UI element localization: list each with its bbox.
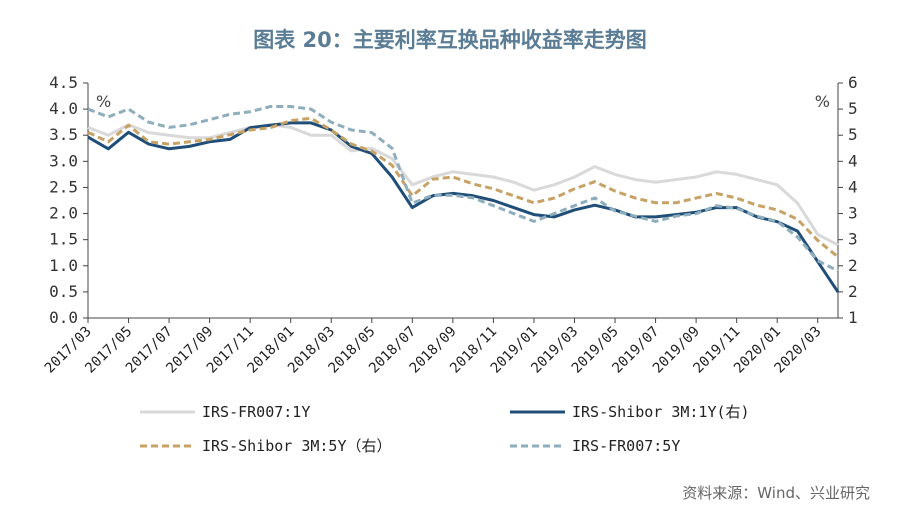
- left-tick-label: 4.0: [49, 99, 78, 118]
- series-line-4: [87, 105, 839, 273]
- left-tick-label: 1.5: [49, 230, 78, 249]
- series-line-1: [87, 123, 839, 247]
- right-tick-label: 4: [848, 151, 858, 170]
- right-tick-label: 3: [848, 230, 858, 249]
- right-tick-label: 2: [848, 256, 858, 275]
- left-tick-label: 0.0: [49, 308, 78, 327]
- series-line-2: [87, 121, 840, 293]
- axes: 4.5 4.0 3.5 3.0 2.5 2.0 1.5 1.0 0.5 0.0 6 5 5 4 4 3 3 2 2 1…: [42, 73, 858, 377]
- series-line-3: [87, 116, 839, 259]
- legend: IRS-FR007:1Y IRS-Shibor 3M:1Y(右) IRS-Shibo…: [140, 403, 750, 455]
- left-tick-label: 2.5: [49, 177, 78, 196]
- left-tick-label: 4.5: [49, 73, 78, 92]
- right-tick-label: 5: [848, 125, 858, 144]
- left-tick-label: 2.0: [49, 204, 78, 223]
- right-tick-label: 5: [848, 99, 858, 118]
- legend-label-4: IRS-FR007:5Y: [572, 437, 680, 455]
- right-unit-label: %: [815, 92, 830, 111]
- left-tick-label: 1.0: [49, 256, 78, 275]
- right-tick-label: 6: [848, 73, 858, 92]
- right-tick-label: 4: [848, 177, 858, 196]
- left-tick-label: 3.0: [49, 151, 78, 170]
- legend-label-3: IRS-Shibor 3M:5Y（右）: [202, 437, 392, 455]
- left-tick-label: 0.5: [49, 282, 78, 301]
- left-tick-label: 3.5: [49, 125, 78, 144]
- series-layer: [87, 105, 840, 293]
- right-tick-label: 3: [848, 204, 858, 223]
- legend-label-1: IRS-FR007:1Y: [202, 403, 310, 421]
- left-unit-label: %: [96, 92, 111, 111]
- right-tick-label: 2: [848, 282, 858, 301]
- right-tick-label: 1: [848, 308, 858, 327]
- source-note: 资料来源：Wind、兴业研究: [682, 484, 870, 502]
- chart-title: 图表 20：主要利率互换品种收益率走势图: [253, 28, 647, 52]
- legend-label-2: IRS-Shibor 3M:1Y(右): [572, 403, 750, 421]
